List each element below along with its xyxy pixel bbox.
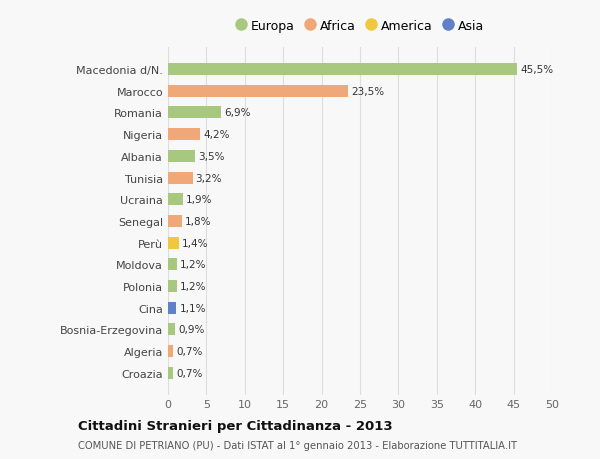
Text: 1,4%: 1,4% xyxy=(182,238,208,248)
Text: 45,5%: 45,5% xyxy=(521,65,554,75)
Text: 0,7%: 0,7% xyxy=(176,368,203,378)
Bar xyxy=(168,107,221,119)
Bar xyxy=(168,237,179,249)
Text: 1,8%: 1,8% xyxy=(185,217,211,226)
Text: 0,9%: 0,9% xyxy=(178,325,205,335)
Text: COMUNE DI PETRIANO (PU) - Dati ISTAT al 1° gennaio 2013 - Elaborazione TUTTITALI: COMUNE DI PETRIANO (PU) - Dati ISTAT al … xyxy=(78,440,517,450)
Bar xyxy=(168,216,182,227)
Bar xyxy=(168,194,182,206)
Text: 23,5%: 23,5% xyxy=(352,87,385,96)
Legend: Europa, Africa, America, Asia: Europa, Africa, America, Asia xyxy=(236,20,484,33)
Bar xyxy=(168,346,173,358)
Bar xyxy=(168,64,517,76)
Text: 4,2%: 4,2% xyxy=(203,130,230,140)
Text: 3,2%: 3,2% xyxy=(196,173,222,183)
Bar xyxy=(168,259,177,271)
Text: 3,5%: 3,5% xyxy=(198,151,224,162)
Bar xyxy=(168,367,173,379)
Text: 1,2%: 1,2% xyxy=(180,281,207,291)
Bar xyxy=(168,129,200,141)
Text: 1,1%: 1,1% xyxy=(179,303,206,313)
Text: 6,9%: 6,9% xyxy=(224,108,251,118)
Text: 1,2%: 1,2% xyxy=(180,260,207,270)
Text: 1,9%: 1,9% xyxy=(185,195,212,205)
Text: Cittadini Stranieri per Cittadinanza - 2013: Cittadini Stranieri per Cittadinanza - 2… xyxy=(78,420,392,432)
Bar xyxy=(168,85,349,97)
Bar xyxy=(168,302,176,314)
Bar xyxy=(168,172,193,184)
Bar xyxy=(168,151,195,162)
Bar xyxy=(168,324,175,336)
Bar xyxy=(168,280,177,292)
Text: 0,7%: 0,7% xyxy=(176,347,203,356)
